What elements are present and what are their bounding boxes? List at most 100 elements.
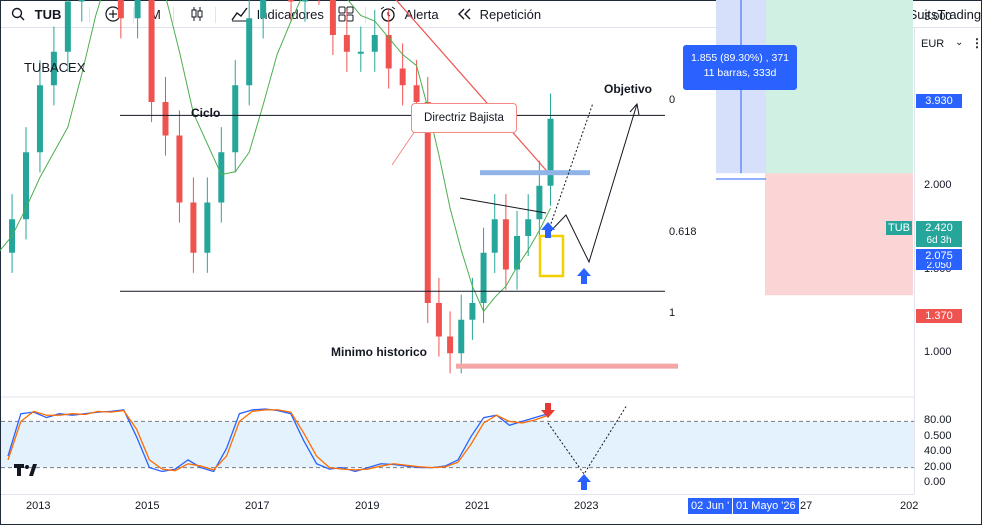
alert-button[interactable]: Alerta	[379, 6, 439, 24]
symbol-tag: TUB	[886, 221, 912, 235]
candle	[23, 152, 29, 220]
time-tick-label: 2023	[574, 500, 599, 512]
candle	[469, 303, 476, 320]
objetivo-label: Objetivo	[604, 82, 653, 96]
replay-button[interactable]: Repetición	[457, 6, 541, 24]
measure-line-2: 11 barras, 333d	[703, 67, 777, 79]
candle	[371, 35, 378, 52]
entry-below-tag: 2.050	[916, 262, 962, 270]
bearish-trendline	[395, 0, 549, 173]
measure-tooltip: 1.855 (89.30%) , 371 11 barras, 333d	[683, 45, 797, 90]
bar-countdown: 6d 3h	[926, 235, 952, 246]
candle	[424, 102, 431, 303]
candle	[218, 152, 225, 203]
stop-price-tag: 1.370	[916, 309, 962, 323]
candle	[399, 68, 406, 86]
interval-button[interactable]: M	[150, 7, 161, 22]
symbol-label: TUB	[34, 7, 62, 22]
candle	[302, 0, 308, 2]
time-tick-label: 2019	[355, 500, 380, 512]
projection-arrowhead	[629, 102, 640, 116]
oscillator-line	[7, 409, 549, 472]
candle	[117, 0, 124, 19]
tv-logo-icon	[14, 464, 37, 476]
candle	[190, 202, 197, 253]
candle	[64, 1, 71, 52]
price-tick-label: 1.000	[924, 346, 952, 359]
price-tick-label: 2.000	[924, 178, 952, 191]
account-label: SuitsTrading	[908, 7, 982, 22]
candle	[204, 202, 211, 253]
indicators-button[interactable]: Indicadores	[231, 6, 324, 24]
candle	[536, 185, 543, 220]
current-price: 2.420	[925, 222, 953, 234]
indicators-icon	[231, 7, 248, 22]
candle	[385, 35, 392, 69]
candle	[357, 51, 364, 54]
fib-label-0618: 0.618	[669, 226, 697, 238]
candle	[134, 0, 141, 19]
time-tick-label: 27	[800, 500, 813, 512]
rewind-icon	[458, 8, 471, 20]
moving-average-line	[0, 0, 551, 313]
directriz-label: Directriz Bajista	[424, 112, 504, 124]
historic-low-bar	[456, 363, 678, 369]
divider	[89, 7, 90, 23]
range-start-date: 02 Jun '	[688, 498, 733, 514]
candle	[78, 0, 85, 2]
current-price-tag: 2.420 6d 3h	[916, 221, 962, 247]
candles-icon	[191, 7, 203, 21]
up-arrow-icon	[541, 222, 555, 238]
candle	[36, 85, 43, 153]
osc-tick-label: 40.00	[924, 445, 952, 458]
candle	[148, 0, 155, 102]
candle	[232, 85, 239, 153]
entry-price-tag: 2.075	[916, 249, 962, 263]
divider	[215, 7, 216, 23]
oscillator-projection	[547, 404, 628, 475]
currency-label[interactable]: EUR	[921, 38, 945, 50]
time-axis[interactable]	[1, 494, 914, 523]
down-arrow-icon	[541, 403, 555, 418]
fib-label-1: 1	[669, 307, 676, 319]
more-icon[interactable]: ⋮	[971, 36, 982, 50]
divider	[173, 7, 174, 23]
tradingview-logo[interactable]	[14, 462, 38, 483]
projection-dotted	[546, 102, 594, 236]
projection-path	[546, 103, 638, 264]
time-tick-label: 2015	[135, 500, 160, 512]
chevron-down-icon[interactable]: ⌄	[955, 37, 964, 48]
candle	[246, 18, 253, 86]
osc-tick-label: 20.00	[924, 460, 952, 473]
alert-label: Alerta	[404, 7, 439, 22]
measure-line-1: 1.855 (89.30%) , 371	[690, 52, 790, 64]
time-tick-label: 2017	[245, 500, 270, 512]
fib-label-0: 0	[669, 94, 676, 106]
candle	[447, 336, 454, 354]
indicators-label: Indicadores	[256, 7, 324, 22]
divider	[365, 7, 366, 23]
candle	[329, 0, 336, 35]
candle	[491, 219, 498, 253]
chart-type-button[interactable]	[189, 6, 205, 24]
alarm-clock-icon	[380, 6, 396, 22]
up-arrow-icon	[577, 268, 591, 284]
up-arrow-icon	[577, 474, 591, 490]
candle	[458, 319, 465, 354]
candle	[162, 102, 169, 136]
osc-tick-label: 80.00	[924, 414, 952, 427]
symbol-search-button[interactable]: TUB	[11, 6, 61, 24]
candle	[343, 35, 350, 52]
time-tick-label: 202	[900, 500, 919, 512]
candle	[525, 219, 532, 236]
osc-tick-label: 0.00	[924, 476, 946, 488]
entry-zone-bar	[480, 170, 590, 176]
chart-title: TUBACEX	[24, 60, 86, 75]
callout-pointer	[391, 130, 416, 166]
candle	[514, 236, 521, 270]
highlight-box	[538, 234, 565, 278]
price-tick-label: 0.500	[924, 430, 952, 442]
target-price-tag: 3.930	[916, 94, 962, 108]
candle	[480, 252, 487, 303]
